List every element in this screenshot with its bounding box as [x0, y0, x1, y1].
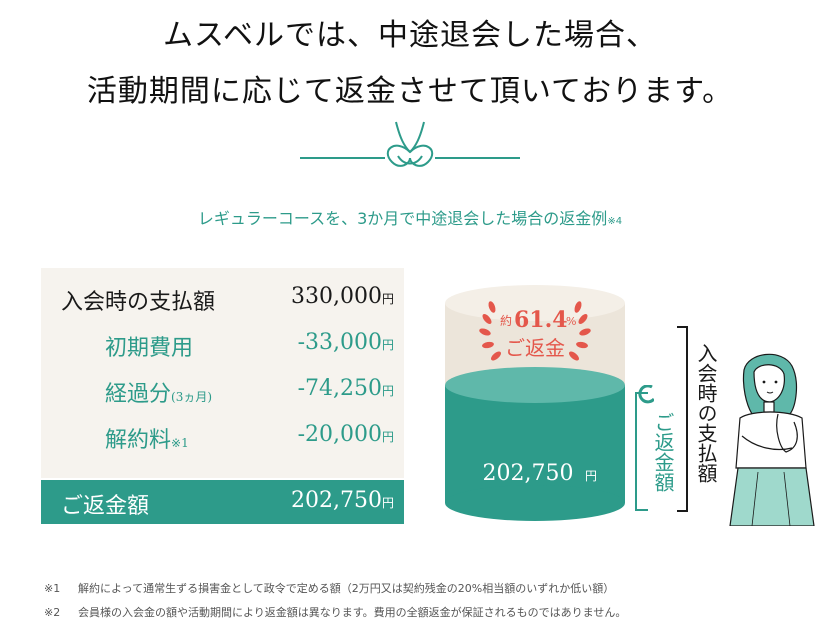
- row-label: 解約料※1: [105, 428, 189, 453]
- row-value: -20,000円: [297, 422, 394, 447]
- headline-line-1: ムスベルでは、中途退会した場合、: [163, 18, 657, 53]
- subtitle-note: ※4: [607, 216, 623, 227]
- refund-cylinder: 約 61.4 % ご返金 202,750 円: [445, 285, 625, 521]
- payment-table: [41, 268, 404, 478]
- footnote-mark: ※2: [44, 606, 61, 619]
- table-row-paid: 入会時の支払額 330,000円: [41, 276, 404, 320]
- footnote-2: ※2 会員様の入会金の額や活動期間により返金額は異なります。費用の全額返金が保証さ…: [44, 604, 626, 620]
- laurel-right-icon: [569, 301, 591, 361]
- table-row-initial-fee: 初期費用 -33,000円: [41, 322, 404, 366]
- row-value: -33,000円: [297, 330, 394, 355]
- row-label: 経過分(3ヵ月): [105, 382, 213, 407]
- paid-vertical-label: 入会時の支払額: [694, 343, 718, 483]
- badge-percent-sign: %: [566, 315, 576, 328]
- laurel-left-icon: [479, 301, 501, 361]
- paid-bracket: [677, 326, 688, 512]
- footnote-text: 解約によって通常生ずる損害金として政令で定める額（2万円又は契約残金の20%相当…: [78, 582, 615, 595]
- badge-label: ご返金: [505, 336, 565, 360]
- table-row-refund-total: ご返金額 202,750円: [41, 480, 404, 524]
- footnote-mark: ※1: [44, 582, 61, 595]
- example-subtitle: レギュラーコースを、3か月で中途退会した場合の返金例※4: [0, 205, 820, 229]
- badge-prefix: 約: [500, 313, 512, 328]
- total-label: ご返金額: [61, 494, 150, 519]
- row-value: -74,250円: [297, 376, 394, 401]
- refund-bracket: [635, 385, 654, 511]
- woman-illustration: [729, 353, 815, 526]
- total-value: 202,750円: [291, 488, 394, 513]
- refund-vertical-label: ご返金額: [651, 412, 675, 492]
- cylinder-value: 202,750: [483, 461, 574, 486]
- badge-percent: 61.4: [514, 307, 568, 333]
- footnote-text: 会員様の入会金の額や活動期間により返金額は異なります。費用の全額返金が保証される…: [78, 606, 627, 619]
- row-label: 初期費用: [105, 336, 194, 361]
- mizuhiki-knot-icon: [300, 121, 520, 167]
- row-label: 入会時の支払額: [61, 290, 216, 315]
- table-row-elapsed: 経過分(3ヵ月) -74,250円: [41, 368, 404, 412]
- cylinder-unit: 円: [585, 469, 597, 483]
- subtitle-text: レギュラーコースを、3か月で中途退会した場合の返金例: [197, 209, 608, 228]
- row-value: 330,000円: [291, 284, 394, 309]
- headline-line-2: 活動期間に応じて返金させて頂いております。: [86, 74, 734, 109]
- footnote-1: ※1 解約によって通常生ずる損害金として政令で定める額（2万円又は契約残金の20%…: [44, 580, 614, 596]
- table-row-cancellation-fee: 解約料※1 -20,000円: [41, 414, 404, 458]
